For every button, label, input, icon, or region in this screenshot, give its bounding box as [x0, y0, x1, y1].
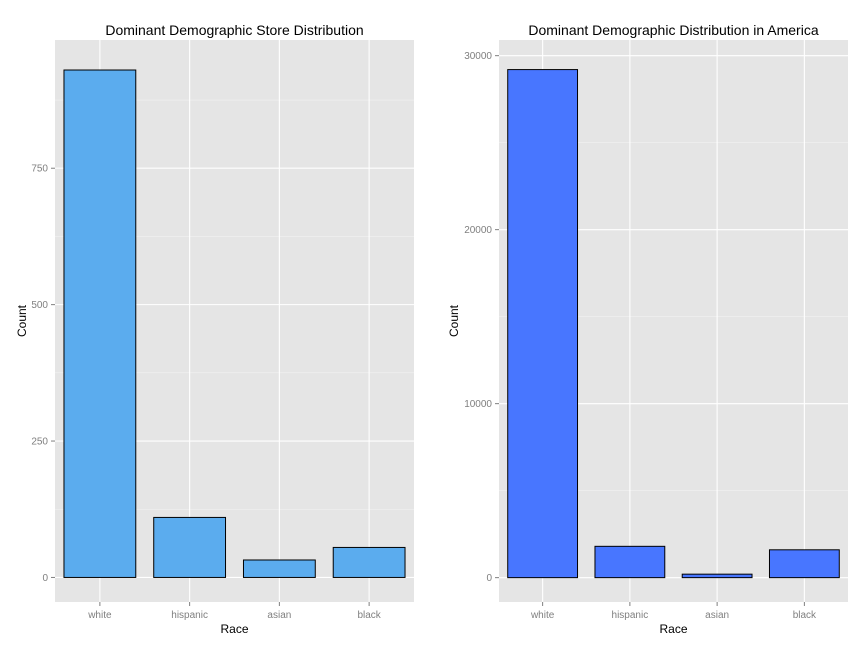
right-chart-title: Dominant Demographic Distribution in Ame… — [528, 22, 818, 38]
right-x-tick-label: asian — [705, 610, 729, 621]
left-bar-white — [63, 69, 137, 578]
left-x-tick-label: asian — [267, 610, 291, 621]
right-x-axis-title: Race — [659, 622, 687, 636]
left-bar-hispanic — [153, 516, 227, 578]
left-x-tick-label: white — [87, 610, 112, 621]
left-chart-title: Dominant Demographic Store Distribution — [105, 22, 363, 38]
right-x-tick-label: white — [530, 610, 555, 621]
right-x-tick-label: black — [793, 610, 817, 621]
right-bar-black — [768, 549, 840, 579]
right-bar-white — [507, 69, 579, 579]
right-bar-hispanic — [594, 545, 666, 579]
right-y-axis-title: Count — [447, 304, 461, 337]
left-y-tick-label: 750 — [31, 164, 48, 175]
right-y-tick-label: 0 — [486, 573, 492, 584]
left-y-tick-label: 250 — [31, 437, 48, 448]
left-bar-black — [332, 546, 406, 578]
left-y-tick-label: 500 — [31, 300, 48, 311]
right-chart: 0 10000 20000 30000 white hispanic asian black… — [447, 22, 848, 636]
right-x-tick-label: hispanic — [612, 610, 649, 621]
left-x-axis-title: Race — [220, 622, 248, 636]
left-chart: 0 250 500 750 white hispanic asian black Domin… — [15, 22, 414, 636]
left-bar-asian — [242, 559, 316, 578]
right-y-tick-label: 10000 — [464, 399, 492, 410]
left-x-tick-label: hispanic — [171, 610, 208, 621]
left-x-tick-label: black — [357, 610, 381, 621]
left-y-axis-title: Count — [15, 304, 29, 337]
right-y-tick-label: 20000 — [464, 225, 492, 236]
left-y-tick-label: 0 — [42, 573, 48, 584]
right-bar-asian — [681, 573, 753, 579]
right-y-tick-label: 30000 — [464, 51, 492, 62]
